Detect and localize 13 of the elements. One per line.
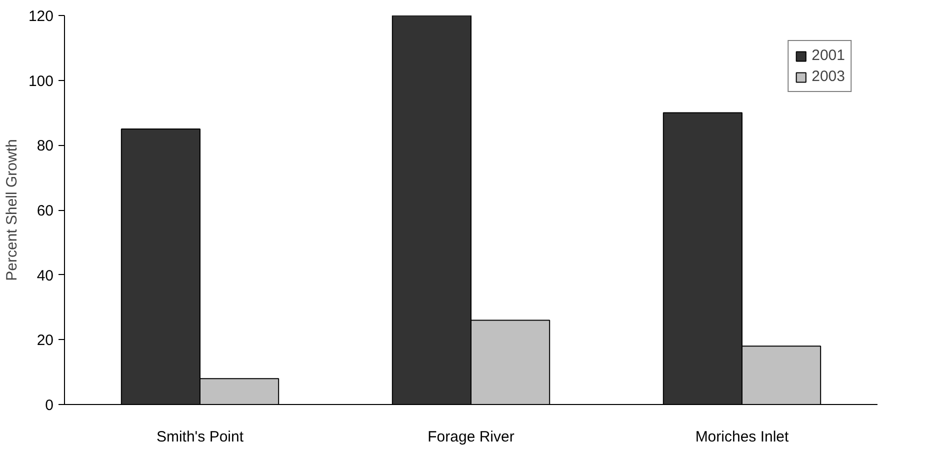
y-tick-label: 80	[36, 138, 54, 155]
y-tick-label: 40	[36, 267, 54, 284]
y-axis-title: Percent Shell Growth	[3, 139, 20, 281]
y-tick-label: 20	[36, 332, 54, 350]
y-tick-label: 60	[36, 202, 54, 220]
legend-label: 2003	[812, 68, 845, 85]
y-tick-label: 0	[45, 397, 54, 414]
x-tick-label: Smith's Point	[156, 428, 244, 446]
y-tick-label: 120	[28, 8, 54, 25]
x-tick-label: Forage River	[428, 428, 514, 446]
legend-label: 2001	[812, 47, 845, 64]
y-tick-label: 100	[28, 72, 54, 90]
x-tick-label: Moriches Inlet	[695, 428, 790, 446]
